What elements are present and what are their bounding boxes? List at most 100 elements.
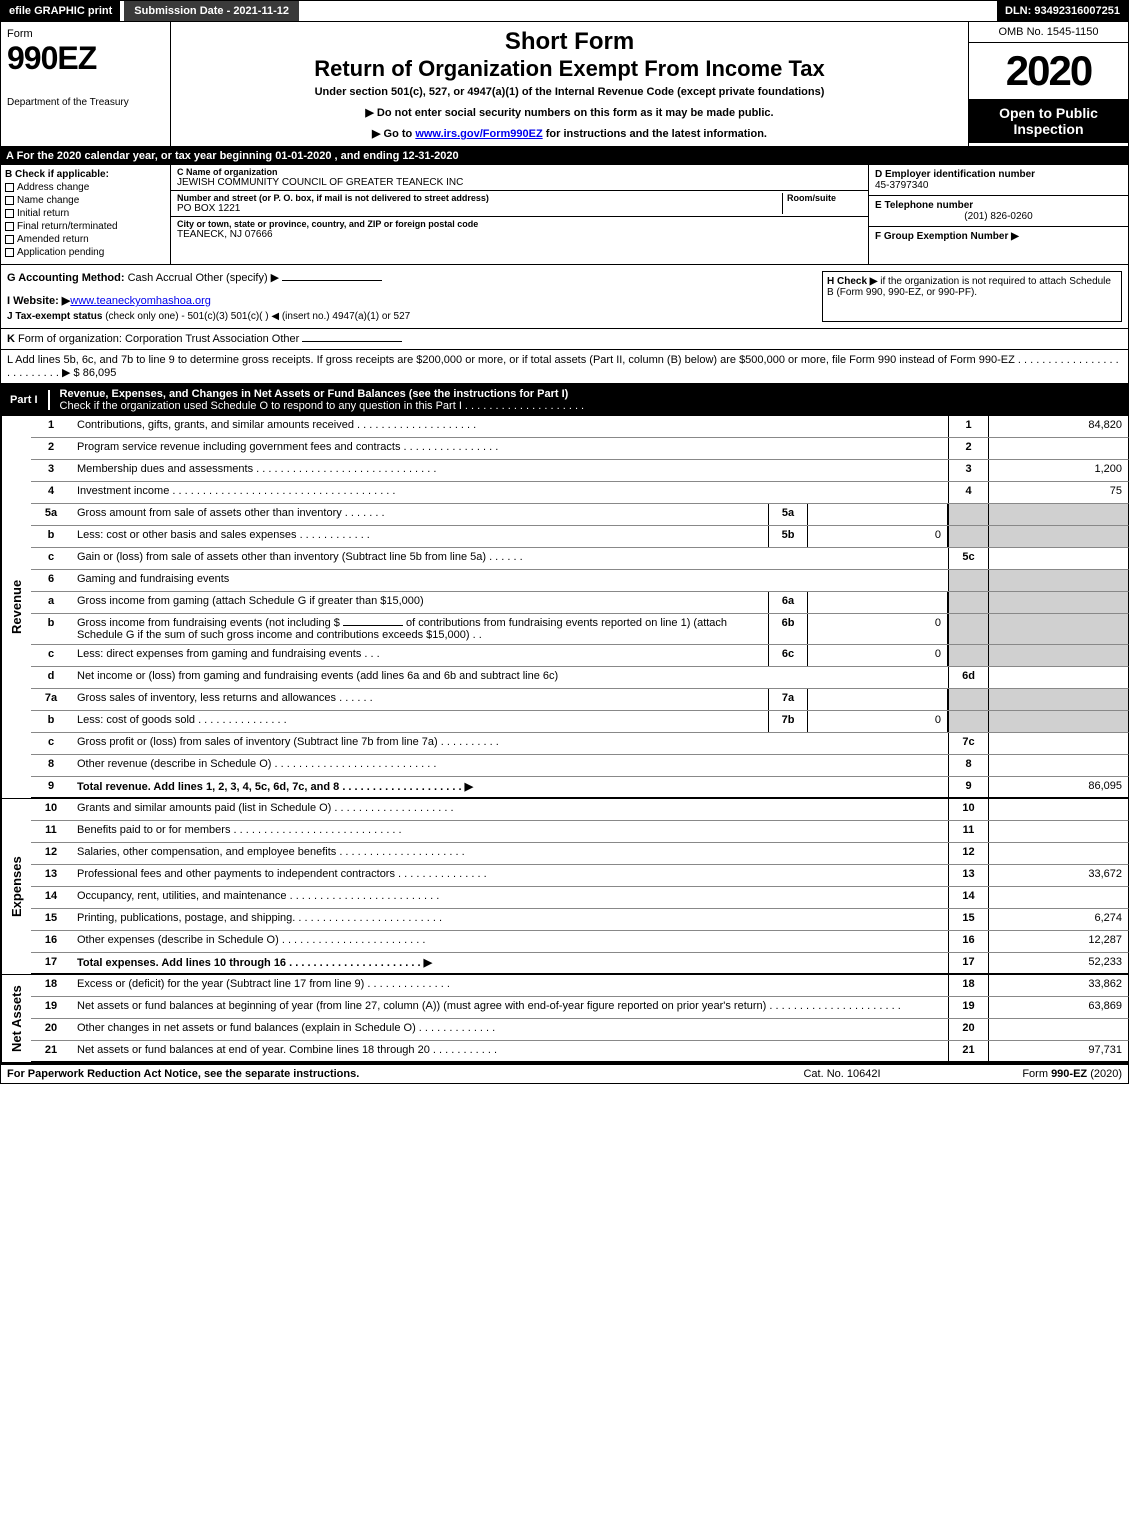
- checkbox-icon[interactable]: [5, 235, 14, 244]
- part-1-header: Part I Revenue, Expenses, and Changes in…: [0, 384, 1129, 416]
- instructions-note: ▶ Go to www.irs.gov/Form990EZ for instru…: [177, 127, 962, 140]
- line-6c: cLess: direct expenses from gaming and f…: [31, 645, 1129, 667]
- line-6b: bGross income from fundraising events (n…: [31, 614, 1129, 645]
- other-label: Other (specify) ▶: [195, 272, 279, 284]
- expenses-side-label: Expenses: [1, 799, 31, 975]
- line-desc: Net income or (loss) from gaming and fun…: [71, 667, 948, 688]
- line-9: 9Total revenue. Add lines 1, 2, 3, 4, 5c…: [31, 777, 1129, 799]
- line-desc: Membership dues and assessments . . . . …: [71, 460, 948, 481]
- line-desc: Other expenses (describe in Schedule O) …: [71, 931, 948, 952]
- address-label: Number and street (or P. O. box, if mail…: [177, 193, 782, 203]
- submission-date: Submission Date - 2021-11-12: [124, 1, 299, 21]
- line-val: [988, 548, 1128, 569]
- j-label: J Tax-exempt status: [7, 311, 102, 322]
- accrual-label: Accrual: [156, 272, 193, 284]
- line-14: 14Occupancy, rent, utilities, and mainte…: [31, 887, 1129, 909]
- line-val: [988, 667, 1128, 688]
- line-val: 75: [988, 482, 1128, 503]
- org-name: JEWISH COMMUNITY COUNCIL OF GREATER TEAN…: [177, 177, 862, 188]
- sub-val: 0: [808, 526, 948, 547]
- form-subtitle: Under section 501(c), 527, or 4947(a)(1)…: [177, 86, 962, 98]
- tel-label: E Telephone number: [875, 200, 1122, 211]
- short-form-title: Short Form: [177, 28, 962, 56]
- sub-val: [808, 592, 948, 613]
- line-desc: Investment income . . . . . . . . . . . …: [71, 482, 948, 503]
- line-1: 1Contributions, gifts, grants, and simil…: [31, 416, 1129, 438]
- form-label: Form: [7, 28, 164, 40]
- note-prefix: ▶ Go to: [372, 128, 415, 140]
- check-label: Name change: [17, 195, 79, 206]
- revenue-side-label: Revenue: [1, 416, 31, 799]
- header-right: OMB No. 1545-1150 2020 Open to Public In…: [968, 22, 1128, 146]
- line-17: 17Total expenses. Add lines 10 through 1…: [31, 953, 1129, 975]
- j-options: 501(c)(3) 501(c)( ) ◀ (insert no.) 4947(…: [187, 311, 410, 322]
- line-val: 33,862: [988, 975, 1128, 996]
- section-l: L Add lines 5b, 6c, and 7b to line 9 to …: [0, 350, 1129, 384]
- line-val: 63,869: [988, 997, 1128, 1018]
- line-21: 21Net assets or fund balances at end of …: [31, 1041, 1129, 1063]
- header-center: Short Form Return of Organization Exempt…: [171, 22, 968, 146]
- tax-year: 2020: [969, 43, 1128, 99]
- form-header: Form 990EZ Department of the Treasury Sh…: [0, 22, 1129, 147]
- checkbox-icon[interactable]: [5, 222, 14, 231]
- website-label: I Website: ▶: [7, 295, 70, 307]
- top-bar: efile GRAPHIC print Submission Date - 20…: [0, 0, 1129, 22]
- line-2: 2Program service revenue including gover…: [31, 438, 1129, 460]
- open-to-public: Open to Public Inspection: [969, 99, 1128, 143]
- ein: 45-3797340: [875, 180, 1122, 191]
- checkbox-icon[interactable]: [5, 248, 14, 257]
- note-suffix: for instructions and the latest informat…: [543, 128, 767, 140]
- tax-year-bar: A For the 2020 calendar year, or tax yea…: [0, 147, 1129, 165]
- page-footer: For Paperwork Reduction Act Notice, see …: [0, 1063, 1129, 1084]
- line-val: 12,287: [988, 931, 1128, 952]
- check-name-change: Name change: [5, 195, 166, 206]
- line-val: 52,233: [988, 953, 1128, 973]
- line-val: [988, 821, 1128, 842]
- line-desc: Printing, publications, postage, and shi…: [71, 909, 948, 930]
- city-row: City or town, state or province, country…: [171, 217, 868, 242]
- checkbox-icon[interactable]: [5, 196, 14, 205]
- efile-print-link[interactable]: efile GRAPHIC print: [1, 1, 120, 21]
- check-amended: Amended return: [5, 234, 166, 245]
- other-specify-field[interactable]: [282, 280, 382, 281]
- line-desc: Gaming and fundraising events: [71, 570, 948, 591]
- group-exemption-row: F Group Exemption Number ▶: [869, 227, 1128, 246]
- line-18: 18Excess or (deficit) for the year (Subt…: [31, 975, 1129, 997]
- checkbox-icon[interactable]: [5, 209, 14, 218]
- check-final-return: Final return/terminated: [5, 221, 166, 232]
- tax-exempt-row: J Tax-exempt status (check only one) - 5…: [7, 311, 822, 322]
- line-desc: Excess or (deficit) for the year (Subtra…: [71, 975, 948, 996]
- irs-link[interactable]: www.irs.gov/Form990EZ: [415, 128, 542, 140]
- city-label: City or town, state or province, country…: [177, 219, 862, 229]
- line-val: [988, 843, 1128, 864]
- part-1-title: Revenue, Expenses, and Changes in Net As…: [50, 384, 1121, 416]
- line-10: 10Grants and similar amounts paid (list …: [31, 799, 1129, 821]
- line-desc: Salaries, other compensation, and employ…: [71, 843, 948, 864]
- org-name-label: C Name of organization: [177, 167, 862, 177]
- form-title: Return of Organization Exempt From Incom…: [177, 56, 962, 82]
- line-12: 12Salaries, other compensation, and empl…: [31, 843, 1129, 865]
- line-desc: Contributions, gifts, grants, and simila…: [71, 416, 948, 437]
- form-number: 990EZ: [7, 40, 164, 77]
- part-1-label: Part I: [0, 390, 50, 410]
- section-g-left: G Accounting Method: Cash Accrual Other …: [7, 271, 822, 322]
- address: PO BOX 1221: [177, 203, 782, 214]
- sub-val: [808, 689, 948, 710]
- dln: DLN: 93492316007251: [997, 1, 1128, 21]
- org-name-row: C Name of organization JEWISH COMMUNITY …: [171, 165, 868, 191]
- check-address-change: Address change: [5, 182, 166, 193]
- line-19: 19Net assets or fund balances at beginni…: [31, 997, 1129, 1019]
- check-label: Amended return: [17, 234, 89, 245]
- line-desc: Net assets or fund balances at end of ye…: [71, 1041, 948, 1061]
- contrib-amount-field[interactable]: [343, 625, 403, 626]
- line-desc: Program service revenue including govern…: [71, 438, 948, 459]
- department: Department of the Treasury: [7, 97, 164, 108]
- checkbox-icon[interactable]: [5, 183, 14, 192]
- other-org-field[interactable]: [302, 341, 402, 342]
- website-link[interactable]: www.teaneckyomhashoa.org: [70, 295, 211, 307]
- l-amount: 86,095: [83, 367, 117, 379]
- line-val: [988, 887, 1128, 908]
- line-desc: Occupancy, rent, utilities, and maintena…: [71, 887, 948, 908]
- sub-val: 0: [808, 645, 948, 666]
- line-val: 1,200: [988, 460, 1128, 481]
